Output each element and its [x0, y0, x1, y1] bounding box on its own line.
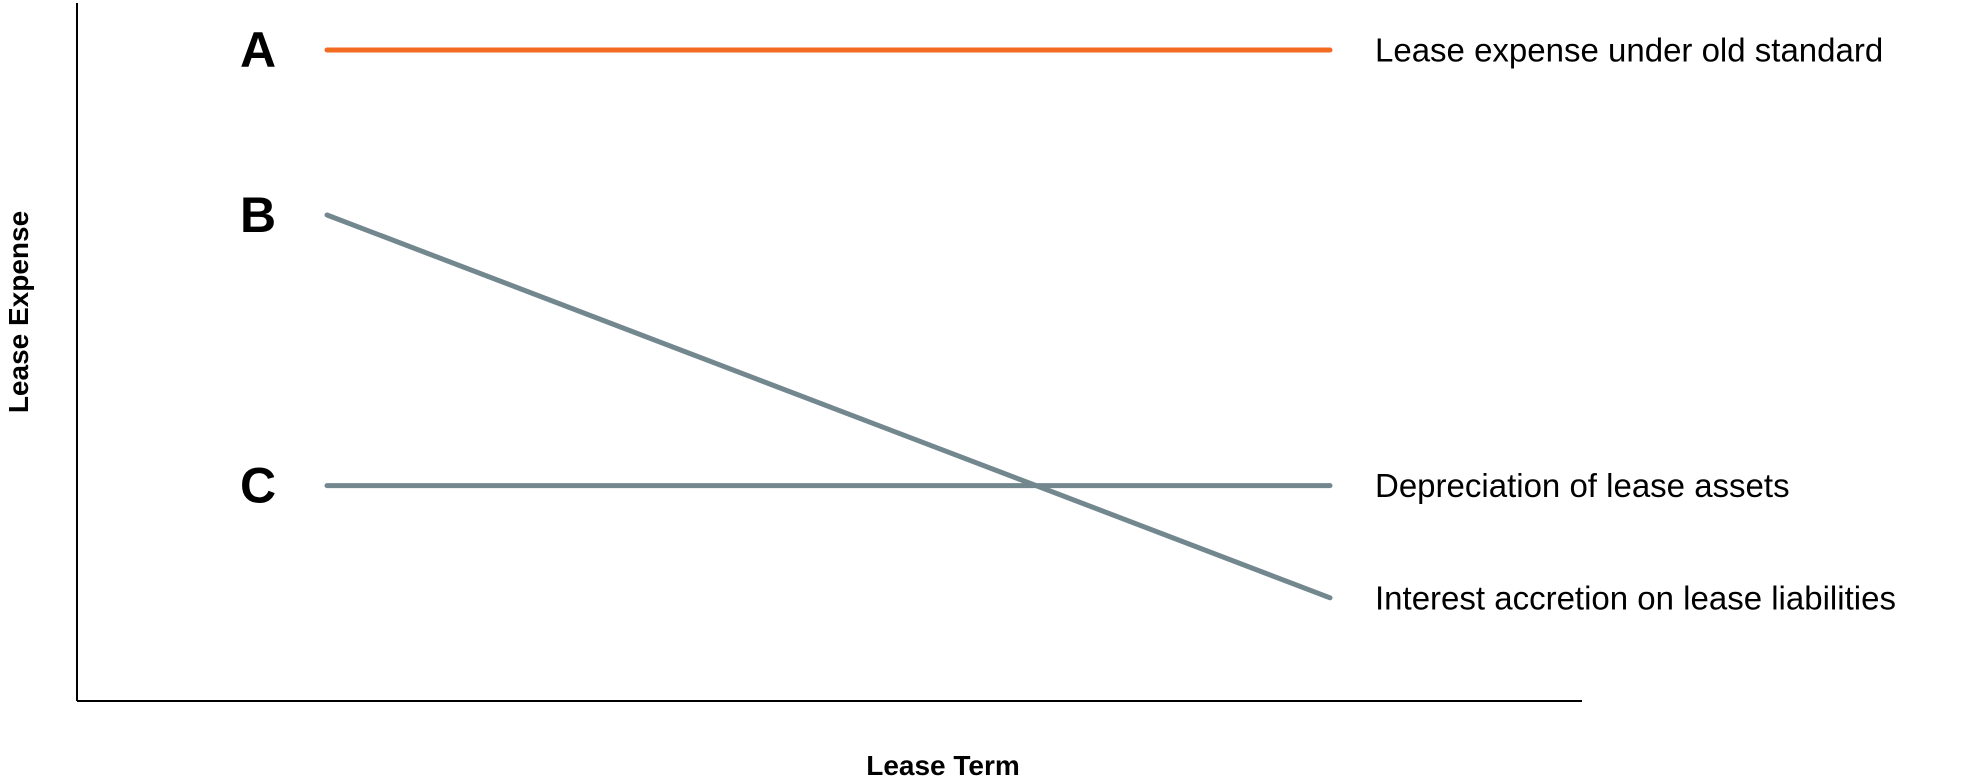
series-marker-c: C	[240, 458, 276, 514]
series-label-a: Lease expense under old standard	[1375, 32, 1883, 69]
series-label-b: Interest accretion on lease liabilities	[1375, 579, 1896, 616]
x-axis-title: Lease Term	[866, 750, 1020, 779]
series-label-c: Depreciation of lease assets	[1375, 467, 1790, 504]
series-marker-b: B	[240, 187, 276, 243]
y-axis-title: Lease Expense	[3, 211, 34, 413]
series-marker-a: A	[240, 22, 276, 78]
series-line-b	[324, 212, 1333, 601]
series-layer: A Lease expense under old standard B Intere…	[240, 22, 1896, 616]
